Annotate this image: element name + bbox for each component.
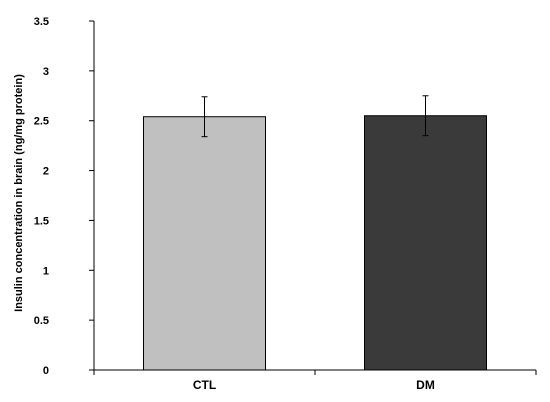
y-tick-label: 1 [43,265,49,277]
x-tick-label: CTL [193,378,216,392]
error-bars [201,95,429,138]
y-tick-label: 3.5 [34,16,49,28]
y-tick-label: 2.5 [34,116,49,128]
x-axis: CTL DM [93,369,537,392]
bar-ctl [143,116,266,371]
y-tick-label: 1.5 [34,215,49,227]
x-tick-label: DM [416,378,435,392]
bar-dm [364,115,487,371]
bars [143,115,487,371]
y-tick-label: 2 [43,166,49,178]
y-tick-label: 3 [43,66,49,78]
y-axis: 0 0.5 1 1.5 2 2.5 3 3.5 [34,16,95,377]
y-tick-label: 0.5 [34,315,49,327]
y-tick-label: 0 [43,365,49,377]
y-axis-title: Insulin concentration in brain (ng/mg pr… [13,74,25,312]
